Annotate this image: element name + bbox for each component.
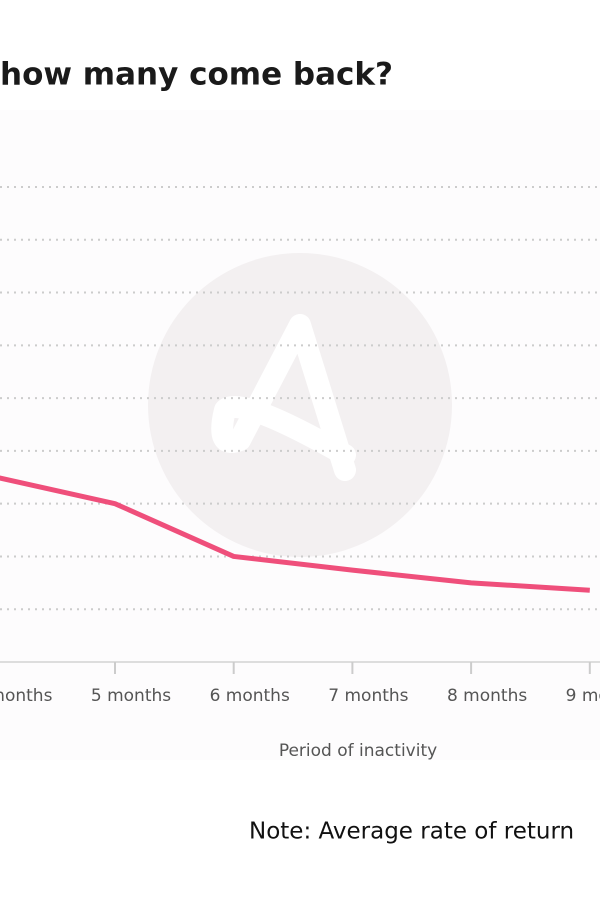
x-tick-label: 9 months (566, 686, 600, 706)
x-tick-label: 7 months (328, 686, 408, 706)
line-series (0, 475, 590, 593)
chart-title: how many come back? (0, 57, 393, 93)
x-tick-label: 5 months (91, 686, 171, 706)
x-tick-label: 6 months (210, 686, 290, 706)
x-tick-label: 4 months (0, 686, 53, 706)
x-tick-label: 8 months (447, 686, 527, 706)
note: Note: Average rate of return (249, 819, 574, 845)
watermark (148, 253, 452, 557)
x-axis-title: Period of inactivity (279, 741, 437, 761)
